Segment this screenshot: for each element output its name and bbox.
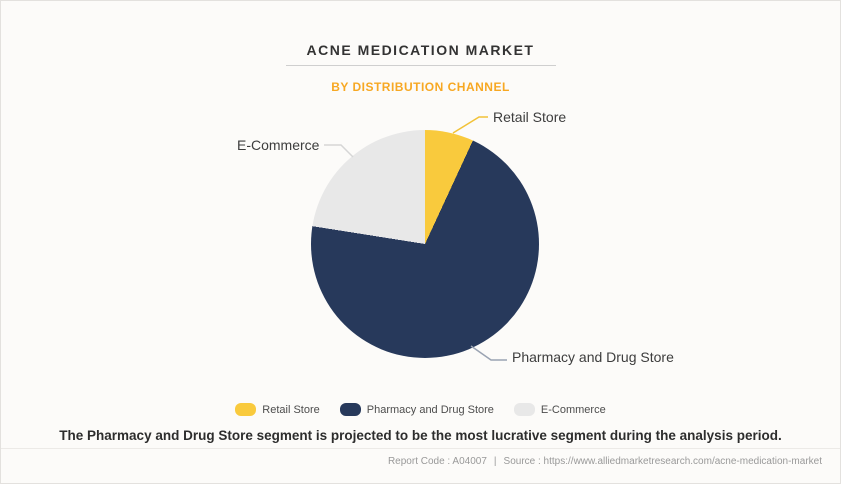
legend-item-pharmacy-drug-store[interactable]: Pharmacy and Drug Store [339, 403, 494, 416]
legend-item-retail-store[interactable]: Retail Store [235, 403, 320, 416]
retail-store-leader-line [452, 116, 488, 134]
page-title: ACNE MEDICATION MARKET [306, 42, 535, 58]
callout-label-retail-store: Retail Store [493, 109, 567, 125]
lucrative-segment-note: The Pharmacy and Drug Store segment is p… [59, 428, 782, 443]
legend-label: E-Commerce [540, 403, 606, 416]
pie-chart[interactable] [311, 130, 539, 358]
legend-item-ecommerce[interactable]: E-Commerce [513, 403, 606, 416]
report-code: Report Code : A04007 [387, 456, 487, 467]
source-url: Source : https://www.alliedmarketresearc… [503, 456, 822, 467]
legend-label: Pharmacy and Drug Store [366, 403, 494, 416]
legend-label: Retail Store [262, 403, 320, 416]
meta-divider: | [493, 456, 497, 467]
ecommerce-leader-line [324, 144, 354, 158]
pharmacy-leader-line [470, 345, 507, 361]
ecommerce-swatch-icon [513, 403, 535, 416]
callout-label-pharmacy-drug-store: Pharmacy and Drug Store [512, 349, 674, 365]
callout-label-ecommerce: E-Commerce [237, 137, 320, 153]
retail-store-swatch-icon [235, 403, 257, 416]
chart-legend: Retail Store Pharmacy and Drug Store E-C… [1, 403, 840, 416]
title-divider [285, 65, 556, 66]
pharmacy-drug-store-swatch-icon [339, 403, 361, 416]
chart-subtitle: BY DISTRIBUTION CHANNEL [331, 80, 510, 94]
report-meta-bar: Report Code : A04007 | Source : https://ww… [1, 448, 840, 467]
